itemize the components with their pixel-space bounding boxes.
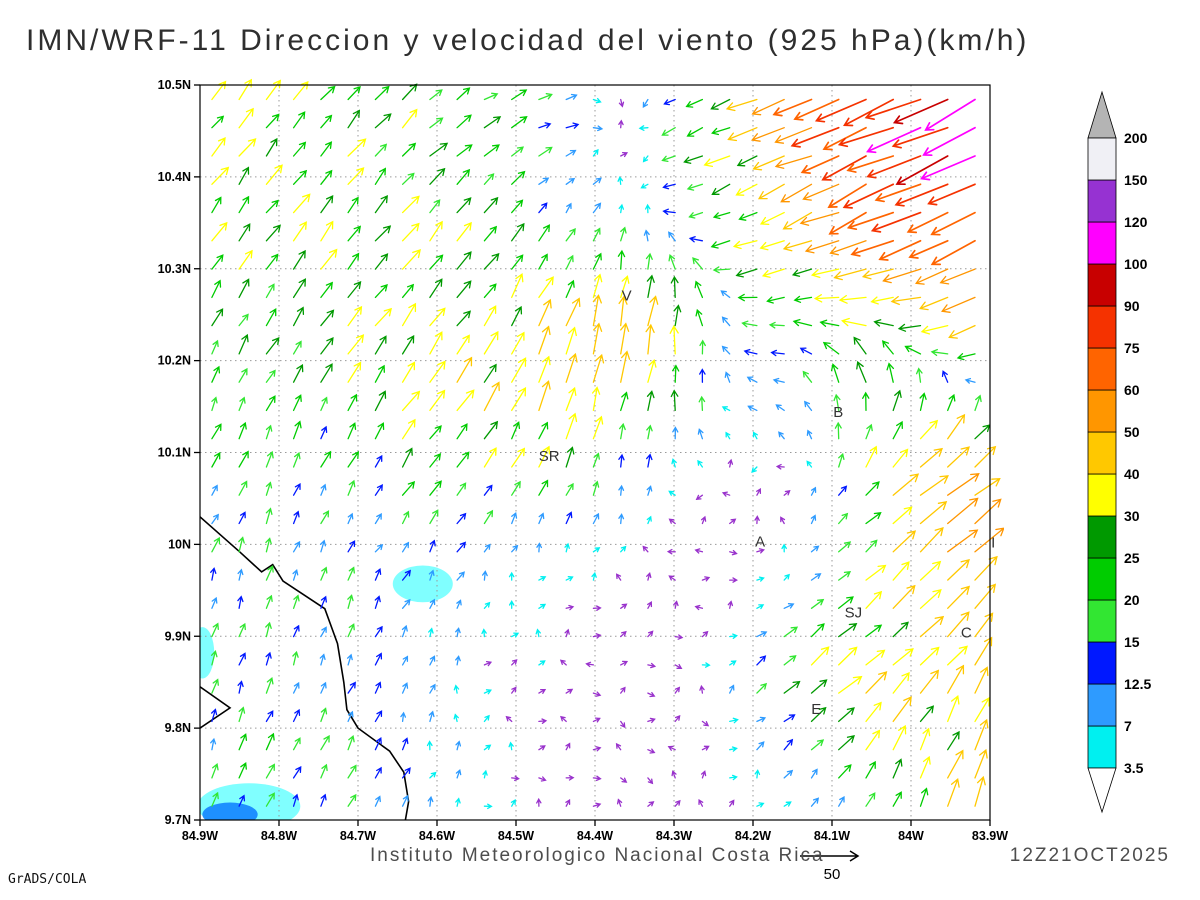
- svg-text:A: A: [755, 534, 765, 551]
- svg-text:9.8N: 9.8N: [165, 721, 191, 735]
- coastline: [200, 516, 410, 820]
- svg-text:75: 75: [1124, 340, 1140, 356]
- svg-text:84.7W: 84.7W: [340, 829, 376, 843]
- svg-text:84.5W: 84.5W: [498, 829, 534, 843]
- svg-text:90: 90: [1124, 298, 1140, 314]
- svg-text:50: 50: [824, 866, 841, 883]
- svg-text:C: C: [961, 625, 972, 642]
- svg-text:84.9W: 84.9W: [182, 829, 218, 843]
- svg-text:I: I: [991, 535, 995, 552]
- svg-text:84.1W: 84.1W: [814, 829, 850, 843]
- svg-text:84.3W: 84.3W: [656, 829, 692, 843]
- svg-text:150: 150: [1124, 172, 1148, 188]
- svg-text:120: 120: [1124, 214, 1148, 230]
- wind-vectors-layer: [210, 78, 1004, 810]
- svg-text:83.9W: 83.9W: [972, 829, 1008, 843]
- svg-text:10N: 10N: [168, 537, 191, 551]
- svg-text:84.6W: 84.6W: [419, 829, 455, 843]
- svg-text:10.3N: 10.3N: [158, 262, 191, 276]
- speed-shading-layer: [200, 565, 453, 820]
- reference-vector: 50: [800, 850, 860, 883]
- svg-text:SJ: SJ: [845, 604, 863, 621]
- svg-text:84.8W: 84.8W: [261, 829, 297, 843]
- axis-ticks: [194, 84, 991, 826]
- svg-text:200: 200: [1124, 130, 1148, 146]
- svg-text:V: V: [622, 287, 632, 304]
- colorbar: [1087, 90, 1117, 814]
- svg-text:40: 40: [1124, 466, 1140, 482]
- svg-text:SR: SR: [539, 448, 560, 465]
- svg-text:9.7N: 9.7N: [165, 813, 191, 827]
- svg-text:E: E: [811, 701, 821, 718]
- colorbar-labels: 3.5 7 12.5 15 20 25 30 40 50 60 75 90 100 120 150 200: [1124, 130, 1151, 776]
- svg-text:10.1N: 10.1N: [158, 446, 191, 460]
- svg-text:9.9N: 9.9N: [165, 629, 191, 643]
- svg-text:15: 15: [1124, 634, 1140, 650]
- svg-text:25: 25: [1124, 550, 1140, 566]
- svg-text:10.4N: 10.4N: [158, 170, 191, 184]
- svg-text:30: 30: [1124, 508, 1140, 524]
- svg-text:B: B: [833, 404, 843, 421]
- svg-text:50: 50: [1124, 424, 1140, 440]
- svg-text:10.5N: 10.5N: [158, 78, 191, 92]
- svg-text:100: 100: [1124, 256, 1148, 272]
- footer: Instituto Meteorologico Nacional Costa R…: [370, 845, 1170, 867]
- svg-text:3.5: 3.5: [1124, 760, 1144, 776]
- svg-text:84.4W: 84.4W: [577, 829, 613, 843]
- chart-title: IMN/WRF-11 Direccion y velocidad del vie…: [26, 24, 1030, 57]
- svg-text:12.5: 12.5: [1124, 676, 1151, 692]
- svg-text:7: 7: [1124, 718, 1132, 734]
- footer-institution: Instituto Meteorologico Nacional Costa R…: [370, 845, 825, 866]
- axis-labels: 10.5N 10.4N 10.3N 10.2N 10.1N 10N 9.9N 9.8N 9.7N…: [158, 78, 1009, 843]
- footer-datetime: 12Z21OCT2025: [1009, 845, 1170, 866]
- svg-text:10.2N: 10.2N: [158, 354, 191, 368]
- grads-credit: GrADS/COLA: [8, 872, 87, 887]
- svg-text:84W: 84W: [898, 829, 924, 843]
- svg-text:84.2W: 84.2W: [735, 829, 771, 843]
- svg-text:20: 20: [1124, 592, 1140, 608]
- station-labels: V B SR A SJ C E I: [539, 287, 995, 717]
- svg-text:60: 60: [1124, 382, 1140, 398]
